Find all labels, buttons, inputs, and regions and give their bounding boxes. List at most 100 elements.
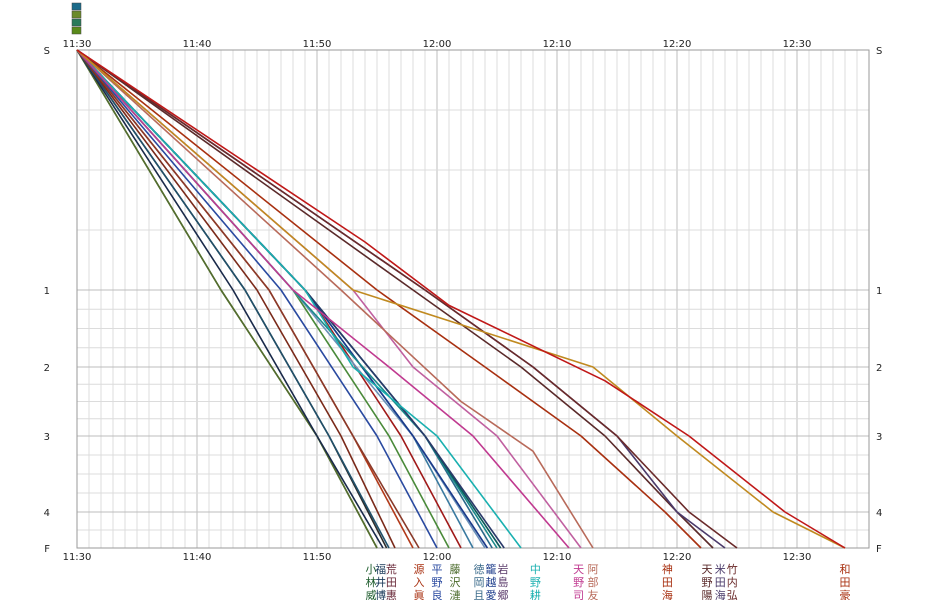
finish-label-char: 入 xyxy=(414,576,425,589)
series-line-22 xyxy=(76,49,594,549)
x-tick-label-bottom: 12:20 xyxy=(663,552,692,563)
finish-label-char: 籠 xyxy=(486,562,497,576)
finish-label-char: 海 xyxy=(662,588,673,600)
series-line-4 xyxy=(76,49,388,549)
x-tick-label-bottom: 12:10 xyxy=(543,552,572,563)
finish-label-char: 源 xyxy=(414,562,425,576)
finish-label-char: 野 xyxy=(702,576,713,589)
finish-label-char: 司 xyxy=(573,589,584,600)
finish-label-15: 米田海 xyxy=(715,563,726,600)
finish-label-char: 福 xyxy=(375,562,386,576)
x-tick-label-bottom: 11:30 xyxy=(63,552,92,563)
finish-label-14: 天野陽 xyxy=(702,563,713,600)
bottom-labels: 小林威福井博荒田惠源入眞平野良藤沢漣徳岡且籠越愛岩島郷中野耕天野司阿部友神田海天… xyxy=(366,562,851,600)
x-tick-label-bottom: 11:40 xyxy=(183,552,212,563)
finish-label-char: 天 xyxy=(573,563,584,576)
x-tick-label-top: 12:30 xyxy=(783,39,812,50)
x-tick-label-top: 12:20 xyxy=(663,39,692,50)
finish-label-char: 愛 xyxy=(486,589,497,600)
legend-swatch xyxy=(71,18,82,27)
finish-label-char: 耕 xyxy=(530,588,541,600)
y-tick-label-left: 1 xyxy=(44,286,50,297)
finish-label-char: 郷 xyxy=(498,588,509,600)
finish-label-char: 荒 xyxy=(386,563,397,576)
finish-label-2: 福井博 xyxy=(375,562,386,600)
finish-label-char: 天 xyxy=(702,563,713,576)
finish-label-char: 徳 xyxy=(474,563,485,576)
y-tick-label-right: F xyxy=(876,544,882,555)
series-line-6 xyxy=(76,49,396,549)
finish-label-char: 田 xyxy=(715,576,726,589)
y-tick-label-right: 3 xyxy=(876,432,882,443)
series-line-26 xyxy=(76,49,738,549)
finish-label-char: 林 xyxy=(366,575,377,589)
finish-label-char: 友 xyxy=(588,588,599,600)
axes: 11:30 11:30 11:40 11:40 11:50 11:50 12:00 12:00… xyxy=(44,39,883,563)
y-tick-label-right: 1 xyxy=(876,286,882,297)
finish-label-char: 豪 xyxy=(840,588,851,600)
finish-label-9: 岩島郷 xyxy=(498,562,509,600)
grid xyxy=(76,49,870,549)
y-tick-label-left: F xyxy=(44,544,50,555)
finish-label-16: 竹内弘 xyxy=(727,562,738,600)
x-tick-label-bottom: 12:00 xyxy=(423,552,452,563)
finish-label-char: 漣 xyxy=(450,589,461,600)
finish-label-char: 海 xyxy=(715,588,726,600)
finish-label-char: 部 xyxy=(588,575,599,589)
series-lines xyxy=(76,49,846,549)
y-tick-label-left: 2 xyxy=(44,363,50,374)
finish-label-4: 源入眞 xyxy=(414,562,425,600)
finish-label-char: 野 xyxy=(573,576,584,589)
finish-label-char: 内 xyxy=(727,575,738,589)
x-tick-label-bottom: 12:30 xyxy=(783,552,812,563)
series-line-20 xyxy=(76,49,570,549)
finish-label-char: 眞 xyxy=(414,588,425,600)
series-line-9 xyxy=(76,49,438,549)
finish-label-11: 天野司 xyxy=(573,563,584,600)
finish-label-3: 荒田惠 xyxy=(386,563,397,600)
series-line-28 xyxy=(76,49,846,549)
finish-label-char: 平 xyxy=(432,563,443,576)
finish-label-char: 野 xyxy=(432,576,443,589)
y-tick-label-right: 2 xyxy=(876,363,882,374)
finish-label-char: 阿 xyxy=(588,563,599,576)
series-line-5 xyxy=(76,49,390,549)
y-tick-label-left: S xyxy=(44,46,50,57)
finish-label-char: 田 xyxy=(386,576,397,589)
x-tick-label-top: 11:50 xyxy=(303,39,332,50)
finish-label-char: 島 xyxy=(498,575,509,589)
finish-label-char: 小 xyxy=(366,563,377,576)
finish-label-char: 岡 xyxy=(474,576,485,589)
finish-label-char: 竹 xyxy=(727,562,738,576)
y-tick-label-right: 4 xyxy=(876,508,882,519)
finish-label-char: 惠 xyxy=(386,588,397,600)
series-line-15 xyxy=(76,49,493,549)
x-tick-label-top: 11:40 xyxy=(183,39,212,50)
x-tick-label-top: 12:00 xyxy=(423,39,452,50)
finish-label-char: 米 xyxy=(715,563,726,576)
finish-label-17: 和田豪 xyxy=(840,563,851,600)
finish-label-char: 且 xyxy=(474,589,485,600)
legend-swatch xyxy=(71,26,82,35)
finish-label-char: 陽 xyxy=(702,589,713,600)
legend-swatch xyxy=(71,2,82,11)
series-line-23 xyxy=(76,49,702,549)
finish-label-char: 威 xyxy=(366,589,377,600)
finish-label-12: 阿部友 xyxy=(588,563,599,600)
finish-label-char: 良 xyxy=(432,588,443,600)
series-line-8 xyxy=(76,49,420,549)
finish-label-char: 井 xyxy=(375,575,386,589)
finish-label-char: 田 xyxy=(840,576,851,589)
finish-label-char: 弘 xyxy=(727,589,738,600)
finish-label-char: 田 xyxy=(662,576,673,589)
finish-label-char: 野 xyxy=(530,576,541,589)
finish-label-char: 和 xyxy=(840,563,851,576)
series-line-2 xyxy=(76,49,378,549)
finish-label-char: 越 xyxy=(486,575,497,589)
finish-label-7: 徳岡且 xyxy=(474,563,485,600)
finish-label-6: 藤沢漣 xyxy=(450,563,461,600)
finish-label-8: 籠越愛 xyxy=(486,562,497,600)
y-tick-label-right: S xyxy=(876,46,882,57)
series-line-3 xyxy=(76,49,384,549)
